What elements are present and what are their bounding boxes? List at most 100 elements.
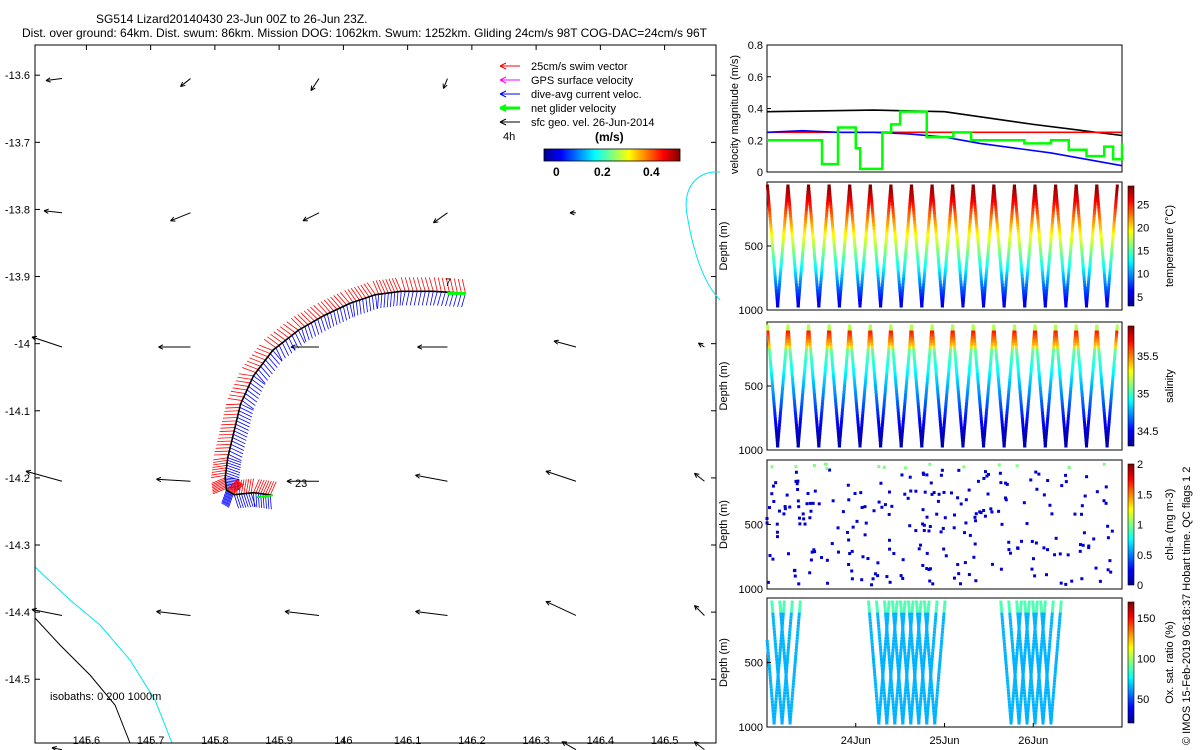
- profile-sample: [1027, 694, 1031, 698]
- profile-sample: [836, 286, 840, 290]
- profile-sample: [938, 414, 942, 418]
- profile-sample: [851, 217, 855, 221]
- profile-sample: [954, 223, 958, 227]
- profile-sample: [785, 688, 789, 692]
- profile-sample: [1101, 259, 1105, 263]
- profile-sample: [1009, 360, 1013, 364]
- profile-sample: [877, 721, 881, 725]
- profile-sample: [1022, 664, 1026, 668]
- profile-sample: [1092, 357, 1096, 361]
- profile-sample: [894, 636, 898, 640]
- profile-sample: [959, 426, 963, 430]
- profile-sample: [908, 636, 912, 640]
- net-velocity-end: [256, 494, 273, 499]
- profile-sample: [1007, 241, 1011, 245]
- profile-sample: [817, 502, 821, 506]
- profile-sample: [1064, 480, 1068, 484]
- profile-sample: [956, 241, 960, 245]
- point-label-end: 23: [295, 478, 307, 490]
- profile-sample: [1011, 651, 1015, 655]
- profile-sample: [913, 223, 917, 227]
- profile-sample: [849, 202, 853, 206]
- profile-sample: [900, 432, 904, 436]
- profile-sample: [1115, 187, 1119, 191]
- profile-sample: [1035, 600, 1039, 604]
- velocity-ytick-label: 0.4: [748, 104, 763, 116]
- profile-sample: [1115, 324, 1119, 328]
- geo-velocity-arrow: [51, 745, 63, 750]
- profile-sample: [945, 250, 949, 254]
- profile-sample: [1018, 244, 1022, 248]
- profile-sample: [1079, 378, 1083, 382]
- profile-sample: [963, 417, 967, 421]
- profile-sample: [882, 408, 886, 412]
- profile-sample: [838, 435, 842, 439]
- profile-sample: [1087, 546, 1091, 550]
- profile-sample: [966, 247, 970, 251]
- profile-sample: [1078, 372, 1082, 376]
- profile-sample: [916, 402, 920, 406]
- profile-sample: [798, 289, 802, 293]
- profile-sample: [1114, 339, 1118, 343]
- profile-sample: [924, 639, 928, 643]
- profile-sample: [954, 360, 958, 364]
- profile-sample: [999, 606, 1003, 610]
- profile-sample: [1024, 609, 1028, 613]
- profile-sample: [772, 621, 776, 625]
- profile-sample: [967, 488, 971, 492]
- profile-sample: [873, 378, 877, 382]
- profile-sample: [1091, 369, 1095, 373]
- profile-sample: [1054, 667, 1058, 671]
- profile-sample: [935, 238, 939, 242]
- profile-sample: [1060, 253, 1064, 257]
- profile-sample: [841, 265, 845, 269]
- profile-sample: [794, 654, 798, 658]
- profile-sample: [976, 235, 980, 239]
- profile-sample: [848, 324, 852, 328]
- profile-sample: [809, 354, 813, 358]
- profile-sample: [1018, 387, 1022, 391]
- profile-sample: [1016, 709, 1020, 713]
- profile-sample: [899, 574, 903, 578]
- profile-sample: [828, 339, 832, 343]
- profile-sample: [1020, 657, 1024, 661]
- profile-sample: [890, 654, 894, 658]
- profile-sample: [1040, 639, 1044, 643]
- profile-sample: [790, 609, 794, 613]
- profile-sample: [1041, 627, 1045, 631]
- profile-sample: [922, 691, 926, 695]
- profile-sample: [924, 709, 928, 713]
- profile-sample: [924, 393, 928, 397]
- profile-sample: [780, 390, 784, 394]
- profile-sample: [983, 423, 987, 427]
- profile-sample: [1008, 372, 1012, 376]
- profile-sample: [1004, 426, 1008, 430]
- profile-sample: [848, 190, 852, 194]
- profile-sample: [965, 259, 969, 263]
- profile-sample: [831, 366, 835, 370]
- profile-sample: [939, 292, 943, 296]
- profile-sample: [886, 217, 890, 221]
- profile-sample: [1061, 274, 1065, 278]
- profile-sample: [968, 226, 972, 230]
- swim-vector: [453, 278, 458, 293]
- profile-sample: [793, 271, 797, 275]
- profile-sample: [852, 375, 856, 379]
- profile-sample: [929, 193, 933, 197]
- profile-sample: [1032, 333, 1036, 337]
- profile-sample: [984, 470, 988, 474]
- profile-sample: [1079, 238, 1083, 242]
- profile-sample: [791, 691, 795, 695]
- profile-sample: [1058, 378, 1062, 382]
- profile-sample: [1032, 199, 1036, 203]
- profile-sample: [1042, 612, 1046, 616]
- profile-sample: [919, 697, 923, 701]
- profile-sample: [922, 280, 926, 284]
- legend-item-geo: sfc geo. vel. 26-Jun-2014: [499, 117, 655, 129]
- chart-subtitle: Dist. over ground: 64km. Dist. swum: 86k…: [22, 26, 708, 40]
- profile-sample: [1008, 703, 1012, 707]
- profile-sample: [934, 366, 938, 370]
- profile-sample: [963, 277, 967, 281]
- profile-sample: [1100, 244, 1104, 248]
- profile-sample: [768, 217, 772, 221]
